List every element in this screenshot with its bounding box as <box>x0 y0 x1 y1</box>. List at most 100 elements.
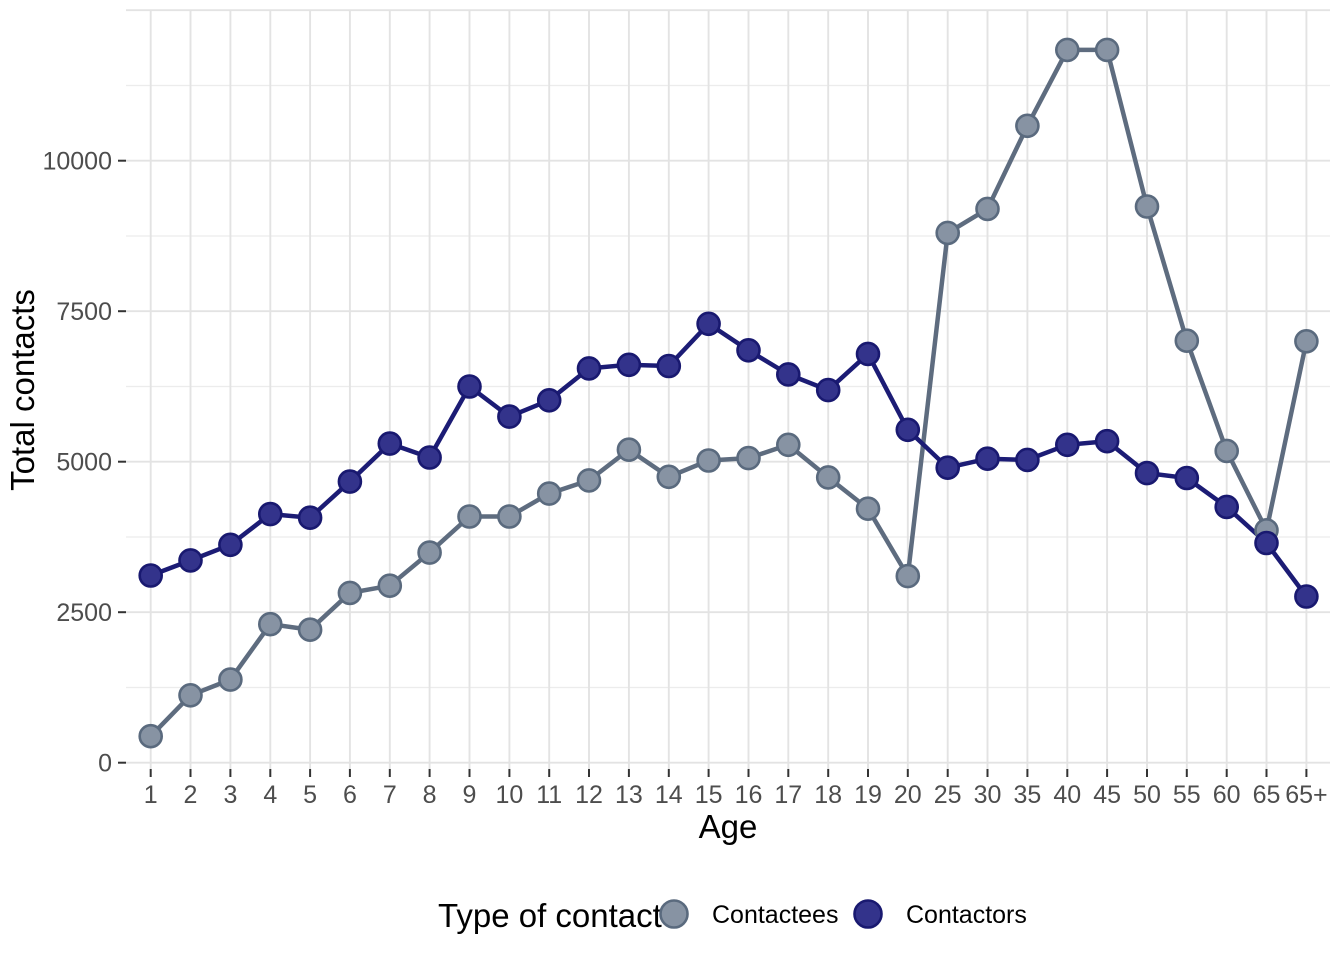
legend-key-contactees <box>659 899 689 929</box>
data-point-contactees <box>1015 113 1040 139</box>
data-point-contactees <box>178 682 203 708</box>
data-point-contactors <box>457 374 482 399</box>
data-point-contactees <box>1294 328 1319 354</box>
data-point-contactors <box>656 353 682 379</box>
data-point-contactees <box>1214 438 1239 464</box>
data-point-contactees <box>656 464 682 490</box>
axis-ticks-layer <box>118 159 1308 777</box>
x-tick-label: 12 <box>575 781 603 809</box>
data-point-contactees <box>576 468 602 493</box>
x-tick-label: 60 <box>1213 781 1241 809</box>
data-point-contactees <box>975 196 1000 222</box>
x-tick-label: 16 <box>735 781 763 809</box>
data-point-contactors <box>337 469 363 494</box>
x-tick-label: 30 <box>974 781 1002 809</box>
y-tick-label: 5000 <box>56 449 112 477</box>
series-lines-layer <box>149 47 1309 738</box>
data-point-contactors <box>1015 447 1040 473</box>
data-point-contactees <box>218 667 243 692</box>
data-point-contactors <box>497 404 522 429</box>
data-point-contactors <box>417 445 442 470</box>
x-tick-label: 55 <box>1173 781 1201 809</box>
legend-label-contactors: Contactors <box>906 901 1027 929</box>
x-tick-label: 65 <box>1253 781 1281 809</box>
data-point-contactors <box>1294 584 1319 609</box>
x-tick-label: 5 <box>303 781 317 809</box>
data-point-contactors <box>1254 530 1279 556</box>
data-point-contactees <box>1055 37 1080 63</box>
x-tick-label: 13 <box>615 781 643 809</box>
x-tick-label: 9 <box>463 781 477 809</box>
legend-key-contactors <box>853 899 883 929</box>
x-tick-label: 6 <box>343 781 357 809</box>
data-point-contactees <box>257 611 283 637</box>
x-tick-label: 20 <box>894 781 922 809</box>
x-tick-label: 10 <box>495 781 523 809</box>
x-tick-label: 1 <box>144 781 158 809</box>
data-point-contactees <box>497 504 522 529</box>
data-point-contactees <box>775 432 801 458</box>
x-tick-label: 4 <box>263 781 277 809</box>
x-tick-label: 65+ <box>1285 781 1327 809</box>
data-point-contactees <box>696 448 721 473</box>
y-tick-label: 0 <box>98 750 112 778</box>
gridlines-layer <box>126 9 1330 769</box>
data-point-contactees <box>616 437 642 463</box>
data-point-contactors <box>1055 432 1080 458</box>
y-tick-labels: 0 2500 5000 7500 10000 <box>42 148 112 778</box>
x-tick-label: 18 <box>814 781 842 809</box>
data-point-contactees <box>337 580 363 606</box>
data-point-contactors <box>1134 460 1160 486</box>
data-point-contactors <box>815 377 841 403</box>
data-point-contactors <box>736 337 761 363</box>
x-tick-label: 15 <box>695 781 723 809</box>
x-tick-label: 45 <box>1093 781 1121 809</box>
data-point-contactees <box>895 563 921 589</box>
data-point-contactees <box>1174 328 1200 354</box>
legend-title: Type of contact <box>438 897 662 934</box>
x-tick-label: 2 <box>184 781 198 809</box>
data-point-contactees <box>457 504 482 529</box>
data-point-contactors <box>1094 428 1120 454</box>
data-point-contactors <box>178 548 203 573</box>
data-point-contactees <box>1134 194 1160 219</box>
x-axis-title: Age <box>699 808 758 845</box>
data-point-contactees <box>1094 37 1120 63</box>
x-tick-label: 8 <box>423 781 437 809</box>
line-contactees <box>149 47 1309 738</box>
data-point-contactees <box>417 540 442 565</box>
data-point-contactors <box>1214 494 1239 520</box>
data-point-contactees <box>935 220 961 246</box>
data-point-contactors <box>218 532 243 558</box>
data-point-contactors <box>257 501 283 527</box>
data-point-contactors <box>855 341 881 367</box>
data-point-contactees <box>536 481 562 506</box>
legend-label-contactees: Contactees <box>712 901 838 929</box>
x-tick-label: 50 <box>1133 781 1161 809</box>
x-tick-label: 19 <box>854 781 882 809</box>
data-point-contactees <box>815 465 841 490</box>
data-point-contactors <box>297 505 323 531</box>
data-point-contactors <box>138 563 163 588</box>
data-point-contactees <box>855 496 881 522</box>
data-point-contactors <box>576 356 602 381</box>
legend-keys-layer: Contactees Contactors <box>659 899 1027 929</box>
data-point-contactors <box>536 387 562 413</box>
y-tick-label: 10000 <box>42 148 112 176</box>
x-tick-label: 3 <box>223 781 237 809</box>
data-point-contactors <box>935 455 961 481</box>
data-point-contactees <box>138 723 163 749</box>
data-point-contactors <box>975 446 1000 472</box>
x-tick-label: 40 <box>1053 781 1081 809</box>
data-point-contactees <box>736 445 761 471</box>
x-tick-label: 11 <box>536 781 562 809</box>
data-point-contactors <box>377 431 403 456</box>
y-tick-label: 2500 <box>56 599 112 627</box>
x-tick-labels: 1 2 3 4 5 6 7 8 9 10 11 12 13 14 15 16 17 18 19 20 25 30 35 40 4… <box>144 781 1328 809</box>
x-tick-label: 7 <box>383 781 397 809</box>
data-point-contactors <box>895 417 921 443</box>
x-tick-label: 25 <box>934 781 962 809</box>
data-point-contactors <box>616 352 642 378</box>
